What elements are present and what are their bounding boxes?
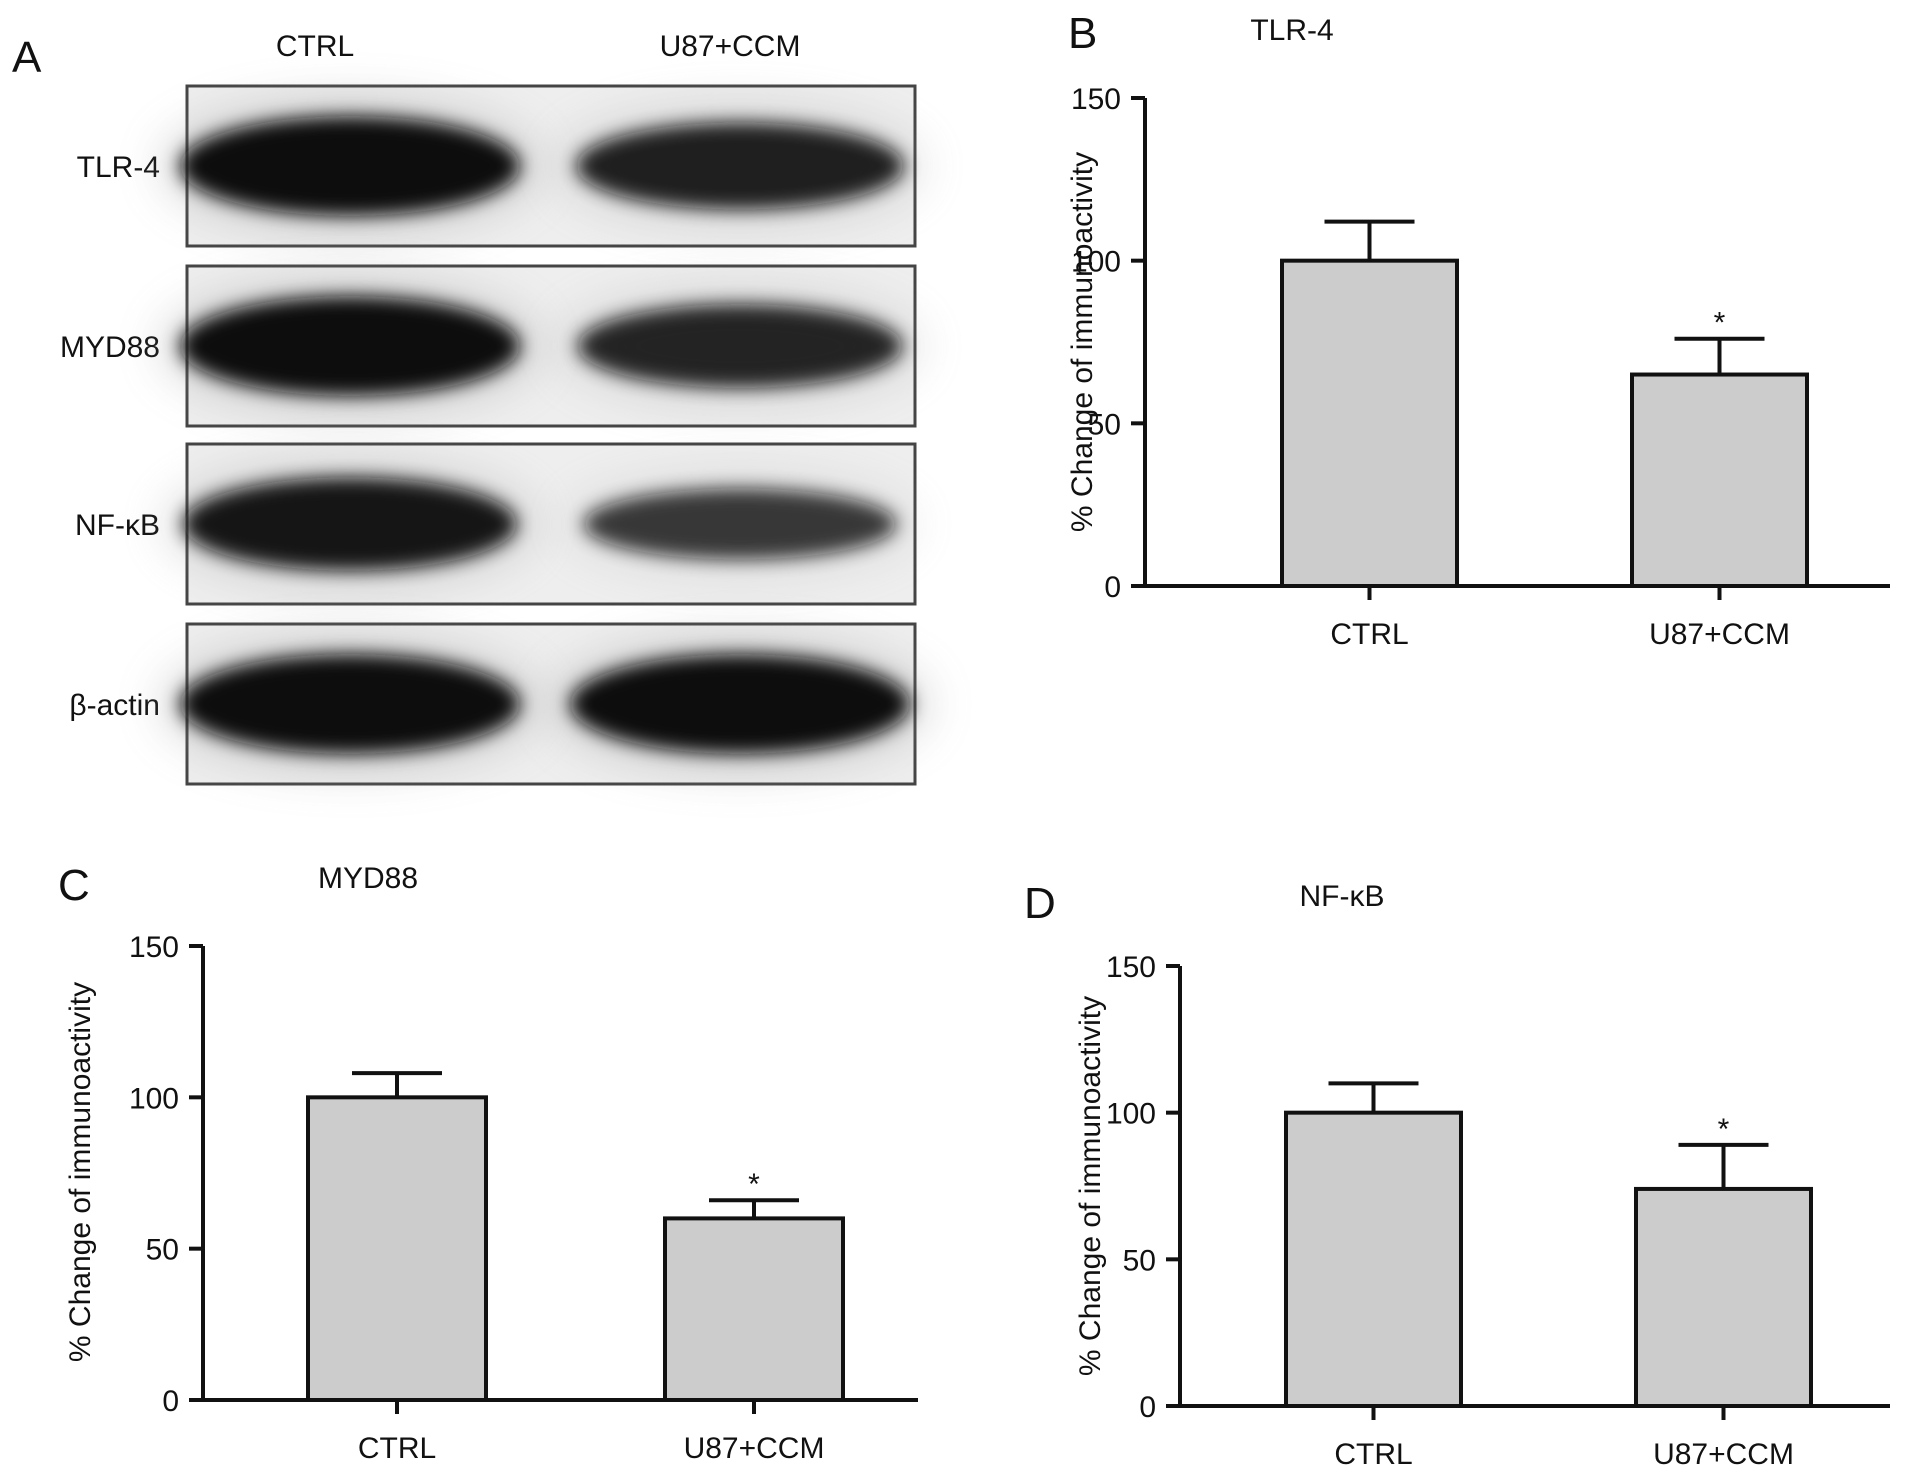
y-tick-label: 150 bbox=[1106, 951, 1156, 984]
blot-band bbox=[180, 654, 520, 754]
panel-letter: C bbox=[58, 861, 90, 910]
y-tick-label: 0 bbox=[162, 1385, 179, 1418]
chart-title: NF-κB bbox=[1300, 880, 1385, 913]
y-tick-label: 150 bbox=[1071, 83, 1121, 116]
blot-band bbox=[576, 122, 904, 210]
x-tick-label-ctrl: CTRL bbox=[1330, 618, 1408, 651]
bar-u87-ccm bbox=[1630, 372, 1809, 588]
panel-letter: B bbox=[1068, 9, 1097, 58]
panel-a: A CTRL U87+CCM TLR-4 MYD88 NF-κB β-actin bbox=[12, 30, 930, 786]
x-tick-label-ctrl: CTRL bbox=[1334, 1438, 1412, 1471]
blot-row-label: MYD88 bbox=[60, 331, 160, 364]
lane-label-u87-ccm: U87+CCM bbox=[660, 30, 801, 63]
y-axis-label: % Change of immunoactivity bbox=[64, 982, 97, 1362]
blot-row-nf-b: NF-κB bbox=[75, 442, 917, 606]
bar-u87-ccm bbox=[1634, 1186, 1813, 1409]
bar-ctrl bbox=[306, 1095, 488, 1403]
y-axis-label: % Change of immunoactivity bbox=[1066, 152, 1099, 532]
chart-panel-d: D NF-κB % Change of immunoactivity CTRL * U87… bbox=[1024, 879, 1890, 1471]
blot-band bbox=[180, 116, 520, 216]
blot-row-tlr-4: TLR-4 bbox=[77, 84, 924, 248]
significance-marker: * bbox=[1714, 307, 1726, 340]
y-tick-label: 0 bbox=[1139, 1391, 1156, 1424]
panel-letter: D bbox=[1024, 879, 1056, 928]
bar-ctrl bbox=[1280, 258, 1459, 588]
panel-letter-a: A bbox=[12, 33, 42, 82]
x-tick-label-u87-ccm: U87+CCM bbox=[684, 1432, 825, 1465]
y-tick-label: 50 bbox=[1123, 1244, 1156, 1277]
chart-panel-c: C MYD88 % Change of immunoactivity CTRL * U87… bbox=[58, 861, 918, 1465]
significance-marker: * bbox=[1718, 1113, 1730, 1146]
blot-row-label: NF-κB bbox=[75, 509, 160, 542]
x-tick-label-u87-ccm: U87+CCM bbox=[1653, 1438, 1794, 1471]
blot-row-label: β-actin bbox=[69, 689, 160, 722]
y-tick-label: 100 bbox=[1106, 1098, 1156, 1131]
blot-band bbox=[583, 488, 897, 560]
x-tick-label-ctrl: CTRL bbox=[358, 1432, 436, 1465]
y-tick-label: 50 bbox=[1088, 408, 1121, 441]
y-tick-label: 150 bbox=[129, 931, 179, 964]
chart-panel-b: B TLR-4 % Change of immunoactivity CTRL * U87… bbox=[1066, 9, 1890, 651]
x-tick-label-u87-ccm: U87+CCM bbox=[1649, 618, 1790, 651]
blot-row-actin: β-actin bbox=[69, 622, 930, 786]
blot-band bbox=[180, 296, 520, 396]
y-tick-label: 0 bbox=[1104, 571, 1121, 604]
y-axis-label: % Change of immunoactivity bbox=[1074, 996, 1107, 1376]
blot-band bbox=[570, 654, 910, 754]
chart-title: MYD88 bbox=[318, 862, 418, 895]
y-tick-label: 50 bbox=[146, 1234, 179, 1267]
chart-title: TLR-4 bbox=[1250, 14, 1333, 47]
blot-band bbox=[577, 304, 903, 388]
y-tick-label: 100 bbox=[1071, 246, 1121, 279]
significance-marker: * bbox=[748, 1168, 760, 1201]
bar-ctrl bbox=[1284, 1110, 1463, 1408]
lane-label-ctrl: CTRL bbox=[276, 30, 354, 63]
bar-u87-ccm bbox=[663, 1216, 845, 1403]
y-tick-label: 100 bbox=[129, 1082, 179, 1115]
blot-rows: TLR-4 MYD88 NF-κB β-actin bbox=[60, 84, 930, 786]
blot-band bbox=[183, 477, 517, 571]
blot-row-myd88: MYD88 bbox=[60, 264, 923, 428]
blot-row-label: TLR-4 bbox=[77, 151, 160, 184]
